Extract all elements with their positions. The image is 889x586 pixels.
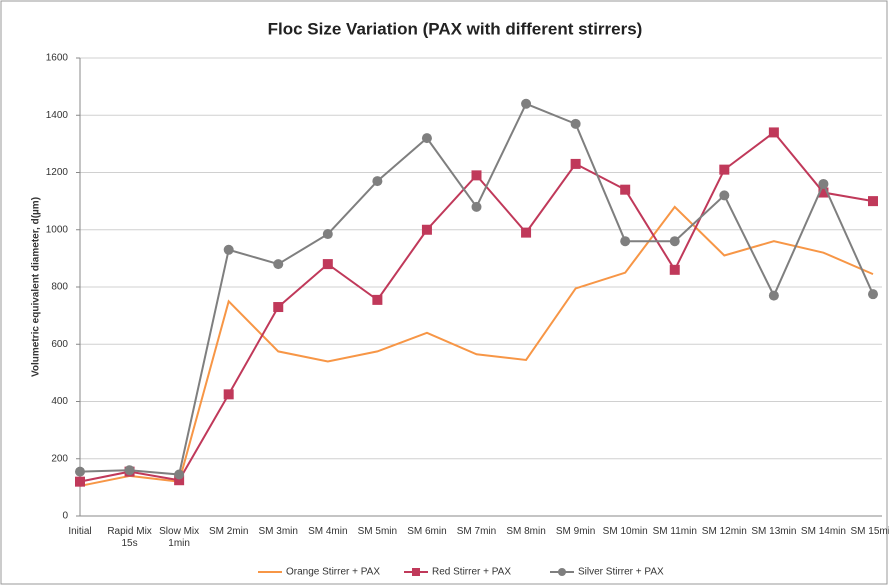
x-tick-label: SM 15min <box>850 526 889 537</box>
marker <box>75 476 85 487</box>
x-tick-label: SM 12min <box>701 526 747 537</box>
marker <box>421 133 432 144</box>
y-tick-label: 1400 <box>46 110 69 121</box>
y-tick-label: 1000 <box>46 224 69 235</box>
x-tick-label: SM 6min <box>407 526 447 537</box>
series-line <box>79 205 874 487</box>
x-tick-label: SM 4min <box>308 526 348 537</box>
marker <box>818 187 829 198</box>
marker <box>768 127 779 138</box>
marker <box>719 164 730 175</box>
marker <box>868 196 878 207</box>
marker <box>223 389 234 400</box>
y-tick-label: 400 <box>51 396 68 407</box>
x-tick-label: SM 7min <box>456 526 497 537</box>
x-tick-label: SM 9min <box>555 526 596 537</box>
x-tick-label: Slow Mix 1min <box>159 526 200 549</box>
marker <box>273 302 284 313</box>
x-tick-label: SM 8min <box>506 526 546 537</box>
marker <box>421 224 432 235</box>
y-tick-label: 1600 <box>46 53 69 64</box>
marker <box>174 469 185 480</box>
marker <box>174 475 185 486</box>
marker <box>620 236 631 247</box>
marker <box>521 227 532 238</box>
marker <box>471 201 482 212</box>
x-tick-label: Rapid Mix 15s <box>107 526 152 549</box>
y-tick-label: 0 <box>62 511 68 522</box>
marker <box>768 290 779 301</box>
marker <box>521 98 532 109</box>
x-tick-label: SM 10min <box>602 526 648 537</box>
y-tick-label: 200 <box>51 453 68 464</box>
marker <box>223 244 234 255</box>
marker <box>273 259 284 270</box>
legend-label: Red Stirrer + PAX <box>432 567 511 578</box>
marker <box>322 259 333 270</box>
x-tick-label: SM 11min <box>652 526 697 537</box>
legend-label: Orange Stirrer + PAX <box>286 567 380 578</box>
y-axis-label: Volumetric equivalent diameter, d(µm) <box>31 197 42 377</box>
y-tick-label: 1200 <box>46 167 69 178</box>
chart-title: Floc Size Variation (PAX with different … <box>268 19 643 38</box>
y-tick-label: 600 <box>51 339 68 350</box>
marker <box>322 229 333 240</box>
marker <box>372 294 383 305</box>
x-tick-label: SM 3min <box>258 526 298 537</box>
x-tick-label: SM 14min <box>800 526 846 537</box>
legend-marker <box>558 568 566 576</box>
legend-label: Silver Stirrer + PAX <box>578 567 664 578</box>
legend-marker <box>412 568 420 576</box>
marker <box>372 176 383 187</box>
x-tick-label: SM 2min <box>208 526 249 537</box>
marker <box>669 236 680 247</box>
marker <box>719 190 730 201</box>
marker <box>620 184 631 195</box>
marker <box>868 289 878 300</box>
y-tick-label: 800 <box>51 282 68 293</box>
x-tick-label: SM 5min <box>357 526 398 537</box>
marker <box>570 158 581 169</box>
marker <box>124 465 135 476</box>
x-tick-label: Initial <box>68 526 92 537</box>
marker <box>570 118 581 129</box>
marker <box>75 466 85 477</box>
marker <box>669 264 680 275</box>
marker <box>818 178 829 189</box>
marker <box>471 170 482 181</box>
x-tick-label: SM 13min <box>751 526 797 537</box>
